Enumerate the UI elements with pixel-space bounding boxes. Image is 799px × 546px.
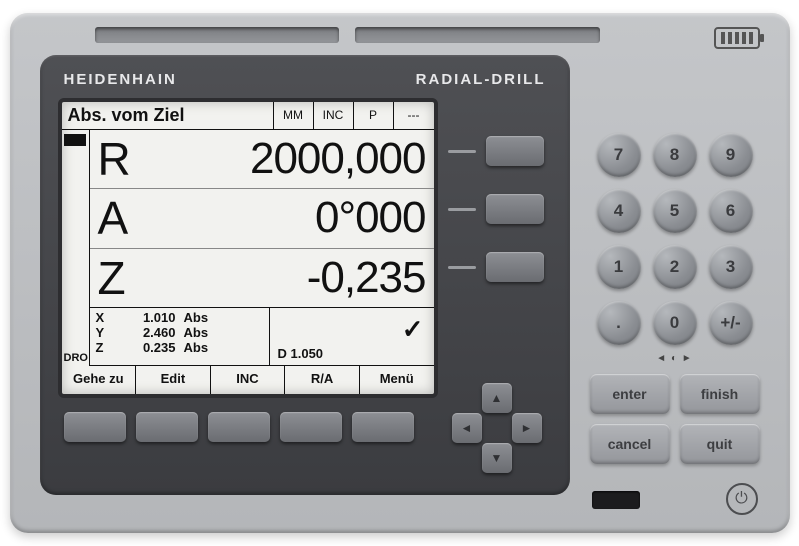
axis-row-a: A 0°000 [90, 189, 434, 248]
chip-inc: INC [314, 102, 354, 129]
top-grooves [95, 27, 600, 45]
key-3[interactable]: 3 [709, 245, 753, 289]
lcd-screen: Abs. vom Ziel MM INC P --- DRO R 2000,00… [58, 98, 438, 398]
key-dot[interactable]: . [597, 301, 641, 345]
key-2[interactable]: 2 [653, 245, 697, 289]
numeric-keypad: 7 8 9 4 5 6 1 2 3 . 0 +/- ◐ enter finish… [590, 133, 760, 464]
brand-left: HEIDENHAIN [64, 71, 177, 88]
info-y-mode: Abs [184, 325, 209, 340]
info-z-val: 0.235 [114, 340, 184, 355]
softkey-btn-5[interactable] [352, 412, 414, 442]
info-extra: D 1.050 [278, 346, 324, 361]
dro-label: DRO [64, 352, 88, 364]
brand-right: RADIAL-DRILL [416, 71, 546, 88]
axis-key-3[interactable] [486, 252, 544, 282]
key-6[interactable]: 6 [709, 189, 753, 233]
axis-value-a: 0°000 [138, 193, 426, 243]
lcd-title-row: Abs. vom Ziel MM INC P --- [62, 102, 434, 130]
contrast-icon: ◐ [590, 353, 760, 364]
axis-marker [64, 134, 86, 146]
softkey-edit: Edit [136, 366, 211, 394]
info-z-mode: Abs [184, 340, 209, 355]
lcd-title: Abs. vom Ziel [62, 102, 274, 129]
softkey-btn-2[interactable] [136, 412, 198, 442]
finish-button[interactable]: finish [680, 374, 760, 414]
dash-icon [448, 208, 476, 211]
axis-value-z: -0,235 [138, 253, 426, 303]
chip-dash: --- [394, 102, 434, 129]
info-x-mode: Abs [184, 310, 209, 325]
device-body: HEIDENHAIN RADIAL-DRILL Abs. vom Ziel MM… [10, 13, 790, 533]
axis-key-2[interactable] [486, 194, 544, 224]
axis-row-r: R 2000,000 [90, 130, 434, 189]
status-led [592, 491, 640, 509]
info-z-axis: Z [96, 340, 114, 355]
softkey-btn-1[interactable] [64, 412, 126, 442]
groove-left [95, 27, 340, 43]
dark-panel: HEIDENHAIN RADIAL-DRILL Abs. vom Ziel MM… [40, 55, 570, 495]
check-icon: ✓ [402, 314, 424, 345]
info-x-val: 1.010 [114, 310, 184, 325]
info-y-val: 2.460 [114, 325, 184, 340]
key-0[interactable]: 0 [653, 301, 697, 345]
key-plusminus[interactable]: +/- [709, 301, 753, 345]
dpad-down[interactable]: ▼ [482, 443, 512, 473]
dash-icon [448, 266, 476, 269]
lcd-left-col: DRO [62, 130, 90, 366]
side-keys [448, 98, 544, 398]
enter-button[interactable]: enter [590, 374, 670, 414]
key-1[interactable]: 1 [597, 245, 641, 289]
axis-label-r: R [98, 132, 138, 186]
key-4[interactable]: 4 [597, 189, 641, 233]
softkey-btn-4[interactable] [280, 412, 342, 442]
softkey-menu: Menü [360, 366, 434, 394]
key-5[interactable]: 5 [653, 189, 697, 233]
axis-label-z: Z [98, 251, 138, 305]
info-y-axis: Y [96, 325, 114, 340]
softkey-btn-3[interactable] [208, 412, 270, 442]
dpad: ▲ ▼ ◄ ► [452, 383, 542, 473]
dpad-up[interactable]: ▲ [482, 383, 512, 413]
softkey-row: Gehe zu Edit INC R/A Menü [62, 366, 434, 394]
softkey-ra: R/A [285, 366, 360, 394]
chip-p: P [354, 102, 394, 129]
key-9[interactable]: 9 [709, 133, 753, 177]
dpad-left[interactable]: ◄ [452, 413, 482, 443]
dpad-right[interactable]: ► [512, 413, 542, 443]
quit-button[interactable]: quit [680, 424, 760, 464]
groove-right [355, 27, 600, 43]
info-x-axis: X [96, 310, 114, 325]
axis-row-z: Z -0,235 [90, 249, 434, 308]
axis-key-1[interactable] [486, 136, 544, 166]
power-button[interactable]: ⏻ [726, 483, 758, 515]
brand-row: HEIDENHAIN RADIAL-DRILL [58, 69, 552, 98]
axis-value-r: 2000,000 [138, 134, 426, 184]
battery-icon [714, 27, 760, 49]
axis-label-a: A [98, 191, 138, 245]
chip-mm: MM [274, 102, 314, 129]
softkey-inc: INC [211, 366, 286, 394]
key-7[interactable]: 7 [597, 133, 641, 177]
cancel-button[interactable]: cancel [590, 424, 670, 464]
key-8[interactable]: 8 [653, 133, 697, 177]
dash-icon [448, 150, 476, 153]
softkey-goto: Gehe zu [62, 366, 137, 394]
info-block: X1.010Abs Y2.460Abs Z0.235Abs ✓ D 1.050 [90, 308, 434, 366]
